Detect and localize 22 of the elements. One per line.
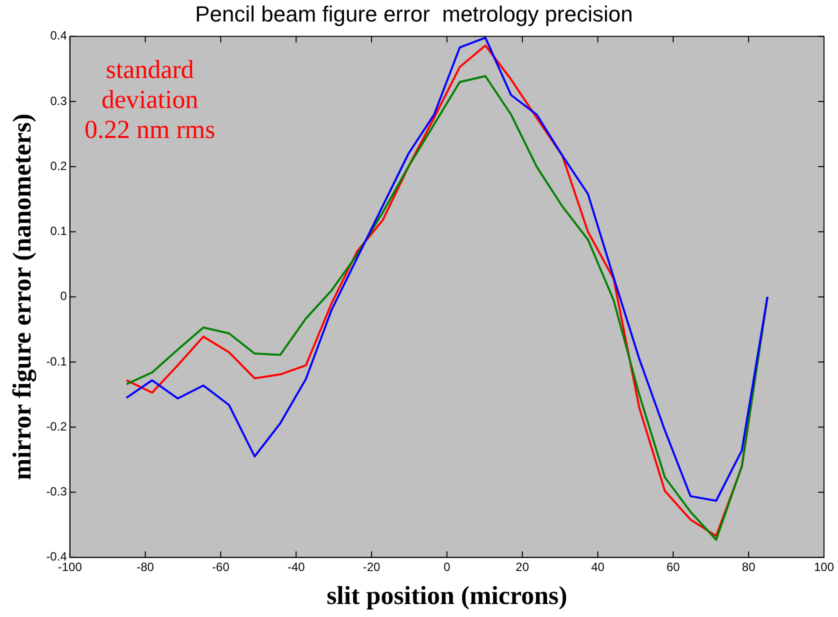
y-tick-label: 0 xyxy=(60,289,68,304)
y-tick-label: -0.3 xyxy=(46,484,68,499)
y-axis-title: mirror figure error (nanometers) xyxy=(7,114,36,480)
x-tick-label: 100 xyxy=(814,560,834,574)
x-tick-label: -60 xyxy=(212,560,230,574)
x-tick-label: 80 xyxy=(742,560,756,574)
y-tick-label: -0.2 xyxy=(46,419,68,434)
y-tick-label: 0.4 xyxy=(50,28,68,43)
x-tick-label: -80 xyxy=(136,560,154,574)
x-tick-label: 40 xyxy=(591,560,605,574)
chart-title: Pencil beam figure error metrology precision xyxy=(195,1,633,26)
x-tick-label: 20 xyxy=(516,560,530,574)
y-tick-label: 0.2 xyxy=(50,158,68,173)
y-tick-label: -0.1 xyxy=(46,354,68,368)
x-tick-label: 60 xyxy=(666,560,680,574)
y-tick-label: 0.1 xyxy=(50,224,68,238)
x-tick-label: -20 xyxy=(362,560,381,574)
x-axis-title: slit position (microns) xyxy=(326,581,568,610)
y-tick-label: 0.3 xyxy=(50,94,68,108)
annotation: standard deviation 0.22 nm rms xyxy=(84,55,216,144)
x-tick-label: -40 xyxy=(287,560,306,574)
x-tick-label: 0 xyxy=(444,560,451,574)
